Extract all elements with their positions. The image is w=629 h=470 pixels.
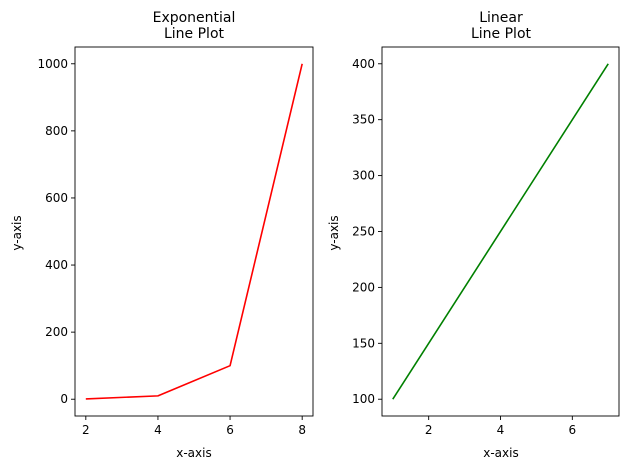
chart-title-line-2: Line Plot [471, 26, 532, 42]
axes-frame [74, 46, 314, 417]
chart-exponential: Exponential Line Plot 2 4 6 8 0 200 400 600 800 1… [10, 10, 314, 460]
y-tick-label: 200 [45, 325, 68, 339]
y-axis-label: y-axis [327, 215, 341, 250]
x-tick-label: 8 [298, 423, 306, 437]
series-line-0 [85, 63, 303, 400]
y-tick-label: 100 [352, 392, 375, 406]
chart-title-line-2: Line Plot [164, 26, 225, 42]
y-tick-label: 150 [352, 336, 375, 350]
plot-area-linear: 2 4 6 100 150 200 250 300 350 400 [352, 46, 620, 437]
y-axis-label: y-axis [10, 215, 24, 250]
y-tick-label: 400 [45, 258, 68, 272]
chart-title-line-1: Exponential [153, 10, 236, 26]
y-tick-label: 0 [60, 392, 68, 406]
y-tick-label: 350 [352, 113, 375, 127]
x-axis-label: x-axis [176, 446, 211, 460]
x-tick-label: 6 [226, 423, 234, 437]
chart-linear: Linear Line Plot 2 4 6 100 150 200 250 300 350 40… [327, 10, 620, 460]
chart-title-line-1: Linear [479, 10, 523, 26]
y-tick-label: 200 [352, 280, 375, 294]
x-axis-label: x-axis [483, 446, 518, 460]
series-line-0 [392, 63, 609, 400]
x-tick-label: 2 [82, 423, 90, 437]
y-tick-label: 800 [45, 124, 68, 138]
plot-area-exponential: 2 4 6 8 0 200 400 600 800 1000 [37, 46, 314, 437]
x-tick-label: 4 [497, 423, 505, 437]
y-tick-label: 250 [352, 225, 375, 239]
y-tick-label: 1000 [37, 57, 68, 71]
y-tick-label: 600 [45, 191, 68, 205]
y-tick-label: 400 [352, 57, 375, 71]
x-tick-label: 4 [154, 423, 162, 437]
x-tick-label: 6 [568, 423, 576, 437]
x-tick-label: 2 [425, 423, 433, 437]
y-tick-label: 300 [352, 169, 375, 183]
